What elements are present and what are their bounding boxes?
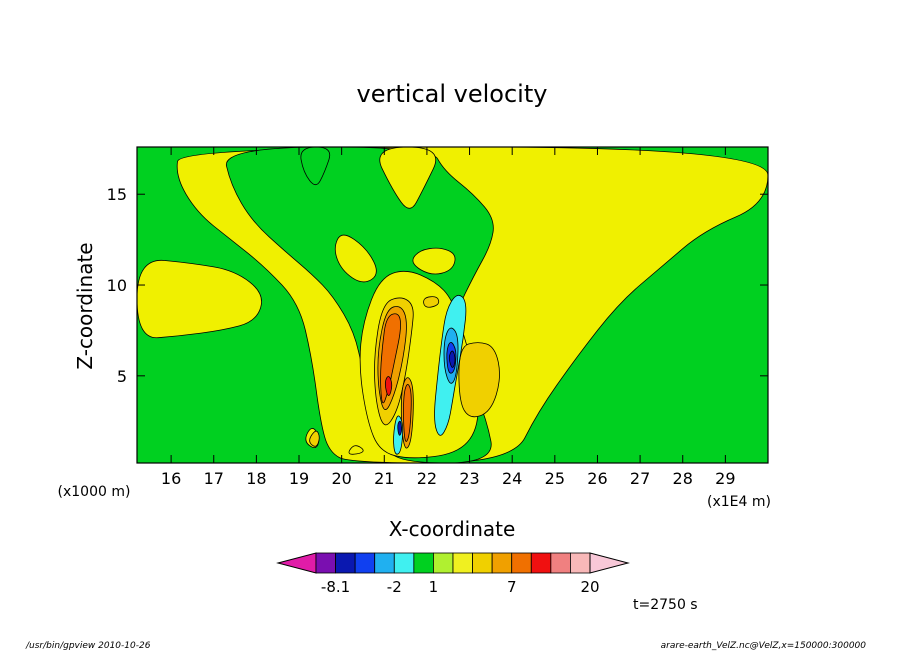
plot-area (136, 146, 769, 464)
colorbar-swatch (491, 552, 513, 574)
colorbar-high-arrow (589, 552, 630, 574)
colorbar-label: 1 (429, 578, 439, 596)
colorbar-label: -2 (387, 578, 402, 596)
contour-region-positive-4 (379, 147, 437, 209)
colorbar: -8.1 -2 1 7 20 (276, 552, 630, 596)
colorbar-low-arrow (276, 552, 317, 574)
contour-region-positive-13 (423, 296, 440, 308)
colorbar-swatch (315, 552, 336, 574)
contour-region-positive-18 (384, 376, 393, 396)
chart-title: vertical velocity (357, 80, 548, 108)
colorbar-label: 20 (580, 578, 599, 596)
contour-region-near-zero-3 (300, 147, 331, 186)
x-axis: 16 17 18 19 20 21 22 23 24 25 26 27 28 29 (161, 147, 736, 488)
colorbar-swatch (413, 552, 434, 574)
x-tick-label: 26 (587, 469, 607, 488)
x-tick-label: 23 (459, 469, 479, 488)
y-axis-label: Z-coordinate (73, 242, 97, 369)
contour-region-positive-9 (348, 445, 364, 455)
y-tick-label: 15 (107, 185, 127, 204)
colorbar-swatch (374, 552, 395, 574)
x-axis-unit: (x1E4 m) (707, 494, 771, 510)
x-tick-label: 19 (289, 469, 309, 488)
colorbar-swatch (550, 552, 571, 574)
x-tick-label: 25 (545, 469, 565, 488)
x-tick-label: 21 (374, 469, 394, 488)
contour-region-positive-6 (412, 247, 456, 275)
x-tick-label: 22 (417, 469, 437, 488)
contour-region-negative-23 (448, 350, 456, 368)
x-tick-label: 17 (204, 469, 224, 488)
contour-region-positive-10 (458, 342, 500, 418)
contour-region-positive-17 (403, 384, 412, 442)
colorbar-swatch (433, 552, 454, 574)
colorbar-swatch (335, 552, 356, 574)
colorbar-swatch (511, 552, 532, 574)
y-axis: 5 10 15 (107, 185, 768, 386)
colorbar-swatch (354, 552, 376, 574)
colorbar-label: 7 (507, 578, 517, 596)
x-tick-label: 24 (502, 469, 522, 488)
colorbar-swatch (530, 552, 552, 574)
contour-region-positive-1 (137, 260, 262, 339)
footer-left: /usr/bin/gpview 2010-10-26 (26, 641, 151, 651)
y-tick-label: 5 (117, 367, 127, 386)
colorbar-swatch (393, 552, 415, 574)
x-tick-label: 20 (331, 469, 351, 488)
contour-region-negative-24 (397, 420, 403, 436)
x-tick-label: 27 (630, 469, 650, 488)
contour-region-positive-5 (334, 234, 377, 283)
y-tick-label: 10 (107, 276, 127, 295)
contour-regions (137, 147, 768, 463)
colorbar-swatch (472, 552, 493, 574)
x-axis-label: X-coordinate (389, 517, 516, 541)
y-axis-unit: (x1000 m) (58, 484, 131, 500)
colorbar-label: -8.1 (321, 578, 350, 596)
plot-frame (136, 146, 769, 464)
x-tick-label: 18 (246, 469, 266, 488)
colorbar-swatch (570, 552, 591, 574)
x-tick-label: 28 (673, 469, 693, 488)
footer-right: arare-earth_VelZ.nc@VelZ,x=150000:300000 (660, 641, 866, 651)
x-tick-label: 29 (715, 469, 735, 488)
contour-region-positive-11 (309, 430, 320, 447)
x-tick-label: 16 (161, 469, 181, 488)
colorbar-swatch (452, 552, 473, 574)
time-label: t=2750 s (633, 597, 698, 613)
